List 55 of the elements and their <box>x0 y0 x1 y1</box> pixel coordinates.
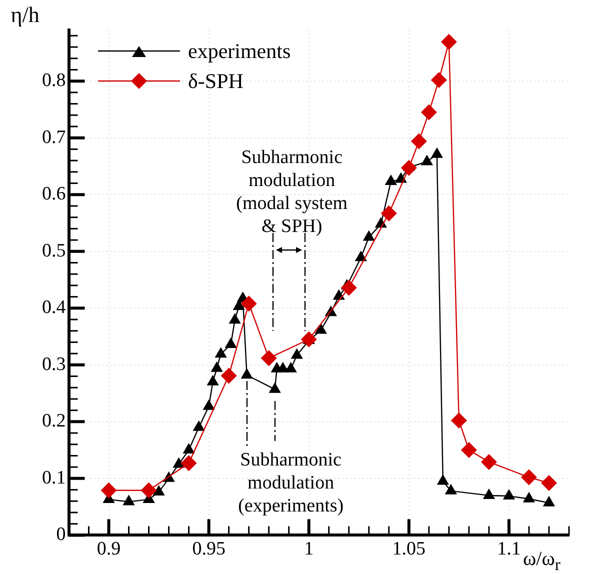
point <box>122 494 135 506</box>
point <box>384 174 397 186</box>
point <box>202 399 215 410</box>
point <box>214 347 227 358</box>
point <box>430 147 443 158</box>
y-tick-label: 0.3 <box>42 354 66 375</box>
y-tick-label: 0 <box>56 524 66 546</box>
point <box>430 72 447 88</box>
point <box>400 160 417 176</box>
point <box>290 348 303 359</box>
y-tick-label: 0.4 <box>42 297 66 318</box>
point <box>482 488 496 499</box>
legend-label: δ-SPH <box>188 68 244 94</box>
point <box>340 280 357 296</box>
point <box>192 420 205 431</box>
point <box>224 337 237 348</box>
point <box>362 230 375 241</box>
point <box>444 484 458 494</box>
point <box>420 154 433 166</box>
y-tick-label: 0.2 <box>42 410 66 432</box>
y-tick-label: 0.6 <box>42 184 66 205</box>
point <box>268 382 281 393</box>
x-tick-label: 0.95 <box>192 538 226 560</box>
point <box>420 104 437 120</box>
x-tick-label: 1 <box>304 538 314 560</box>
point <box>152 485 165 496</box>
annotation: Subharmonic modulation (experiments) <box>238 448 344 518</box>
point <box>182 443 195 454</box>
point <box>410 133 427 150</box>
point <box>206 374 219 386</box>
point <box>240 368 253 379</box>
y-tick-label: 0.8 <box>42 70 66 92</box>
point <box>436 474 449 485</box>
point <box>440 34 457 50</box>
y-tick-label: 0.7 <box>42 126 66 148</box>
annotation: Subharmonic modulation (modal system & SPH) <box>236 146 348 238</box>
x-tick-label: 1.05 <box>392 538 426 560</box>
point <box>314 323 327 334</box>
y-tick-label: 0.1 <box>42 467 66 488</box>
point <box>228 313 241 324</box>
x-tick-label: 1.1 <box>497 538 521 560</box>
point <box>542 496 556 506</box>
point <box>522 492 536 502</box>
y-tick-label: 0.5 <box>42 240 66 262</box>
y-axis-title: η/h <box>10 2 40 27</box>
point <box>284 362 297 372</box>
point <box>354 250 367 262</box>
point <box>300 331 317 348</box>
legend-label: experiments <box>188 38 291 64</box>
x-tick-label: 0.9 <box>96 538 121 560</box>
point <box>394 172 407 183</box>
point <box>502 489 516 500</box>
x-axis-title: ω/ω$_{r}$ <box>523 548 560 574</box>
point <box>210 361 223 372</box>
point <box>380 205 397 222</box>
